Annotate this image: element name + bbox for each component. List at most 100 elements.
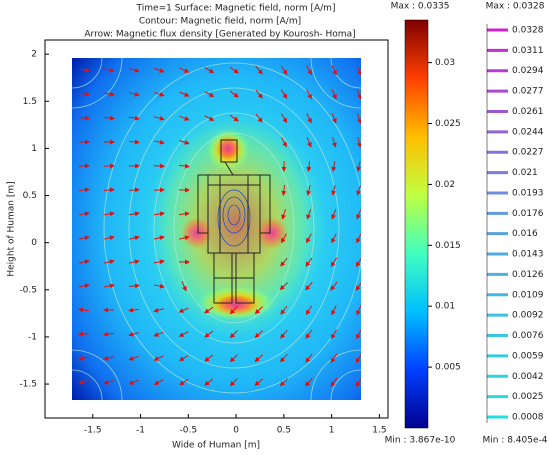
arrow — [178, 163, 190, 169]
arrow — [306, 209, 312, 220]
arrow — [331, 233, 337, 244]
arrow — [281, 137, 287, 148]
arrow — [153, 331, 164, 337]
arrow — [254, 330, 263, 339]
arrow — [103, 355, 114, 361]
y-tick-label: -0.5 — [19, 285, 37, 295]
contour-level-label: 0.0277 — [512, 87, 544, 97]
arrow — [128, 355, 139, 361]
arrow — [178, 211, 190, 217]
arrow — [229, 378, 238, 387]
arrow — [279, 378, 288, 387]
y-tick-label: 0 — [31, 238, 37, 248]
arrow — [204, 330, 214, 338]
arrow — [103, 211, 115, 217]
arrow — [254, 378, 264, 386]
arrow — [153, 355, 164, 361]
arrow — [305, 257, 313, 267]
colorbar-tick-label: 0.005 — [435, 363, 461, 373]
arrow — [306, 185, 312, 196]
contour-level-label: 0.0076 — [512, 331, 544, 341]
arrow — [255, 113, 263, 123]
arrow — [154, 67, 165, 73]
arrow — [280, 329, 288, 339]
y-tick-label: -1.5 — [19, 380, 37, 390]
arrow — [330, 257, 338, 268]
y-axis-label: Height of Human [m] — [7, 181, 17, 276]
arrow — [129, 91, 140, 97]
arrow — [281, 184, 287, 196]
arrow — [306, 160, 312, 172]
arrow — [356, 305, 361, 316]
arrow — [78, 91, 90, 97]
surface-colorbar — [404, 19, 429, 429]
arrow — [306, 65, 313, 76]
arrow — [355, 353, 361, 364]
arrow-label: Arrow: Magnetic flux density [Generated … — [84, 30, 355, 40]
arrow — [103, 187, 115, 193]
arrow — [356, 137, 361, 148]
arrow — [154, 235, 165, 241]
contour-level-label: 0.0244 — [512, 127, 544, 137]
contour-level-label: 0.0328 — [512, 26, 544, 36]
arrow — [306, 137, 312, 148]
arrow — [305, 353, 313, 363]
contour-max: Max : 0.0328 — [486, 2, 545, 12]
arrow — [280, 89, 288, 100]
arrow — [204, 91, 215, 97]
contour-level-label: 0.0126 — [512, 270, 544, 280]
arrow — [254, 306, 263, 315]
contour-level-label: 0.0092 — [512, 311, 544, 321]
arrow — [78, 163, 90, 169]
arrow — [103, 115, 115, 121]
arrow — [78, 67, 90, 73]
arrow — [330, 329, 337, 340]
arrow — [330, 281, 338, 291]
colorbar-tick-label: 0.025 — [435, 119, 461, 129]
arrow — [78, 355, 90, 361]
arrow — [153, 379, 164, 385]
x-axis-label: Wide of Human [m] — [172, 441, 260, 451]
arrow — [104, 235, 115, 241]
arrow — [331, 89, 337, 100]
arrow — [178, 307, 189, 313]
arrow — [331, 185, 337, 196]
arrow — [229, 114, 239, 122]
arrow — [104, 259, 115, 265]
arrow — [179, 235, 190, 241]
arrow — [279, 282, 288, 291]
y-tick-label: 2 — [31, 50, 37, 60]
arrow — [153, 307, 164, 313]
colorbar-tick-label: 0.02 — [435, 180, 455, 190]
arrow — [104, 67, 115, 73]
x-tick-label: 0 — [233, 426, 239, 436]
arrow — [103, 331, 115, 337]
arrow — [79, 259, 90, 265]
arrow — [281, 113, 288, 124]
arrow — [79, 283, 90, 289]
arrow — [355, 257, 361, 268]
arrow — [331, 209, 337, 220]
arrow — [229, 90, 239, 98]
arrow — [179, 91, 190, 97]
x-tick-label: 1 — [329, 426, 335, 436]
arrow — [179, 115, 190, 121]
arrow — [204, 67, 215, 74]
arrow — [281, 209, 287, 220]
arrow — [305, 281, 313, 291]
arrow — [356, 161, 361, 172]
arrow — [178, 354, 189, 362]
arrow — [128, 283, 140, 289]
arrow — [356, 89, 361, 100]
arrow — [280, 65, 288, 75]
arrow — [280, 305, 288, 315]
arrow — [153, 283, 165, 289]
arrow — [355, 282, 361, 291]
arrow — [78, 211, 90, 217]
arrow — [128, 187, 140, 193]
arrow — [331, 160, 337, 172]
arrow — [280, 257, 288, 267]
arrow — [306, 89, 312, 100]
arrow — [305, 377, 313, 387]
